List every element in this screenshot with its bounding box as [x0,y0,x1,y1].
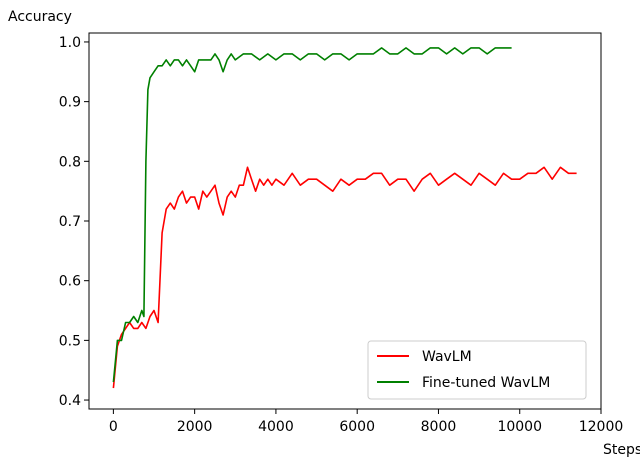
series-lines [112,47,577,389]
x-tick-label: 0 [109,419,118,435]
x-tick-label: 6000 [339,419,375,435]
legend-box [367,340,587,400]
y-tick-label: 0.6 [59,274,81,290]
y-tick-label: 0.8 [59,154,81,170]
y-tick-label: 0.7 [59,214,81,230]
x-tick-label: 8000 [421,419,457,435]
x-tick-label: 12000 [579,419,624,435]
x-tick-label: 2000 [177,419,213,435]
y-axis: 0.4 0.5 0.6 0.7 0.8 0.9 1.0 [59,35,89,409]
y-tick-label: 0.5 [59,333,81,349]
series-line-1 [112,47,512,383]
y-axis-title: Accuracy [8,9,72,25]
legend: WavLM Fine-tuned WavLM [367,340,587,400]
y-tick-label: 0.9 [59,95,81,111]
x-tick-label: 4000 [258,419,294,435]
legend-label-fine-tuned: Fine-tuned WavLM [422,375,550,391]
x-axis: 0 2000 4000 6000 8000 10000 12000 [109,409,623,435]
legend-label-wavlm: WavLM [422,349,472,365]
x-axis-title: Steps [603,442,640,458]
x-tick-label: 10000 [497,419,542,435]
y-tick-label: 1.0 [59,35,81,51]
series-line-0 [112,166,577,389]
y-tick-label: 0.4 [59,393,81,409]
